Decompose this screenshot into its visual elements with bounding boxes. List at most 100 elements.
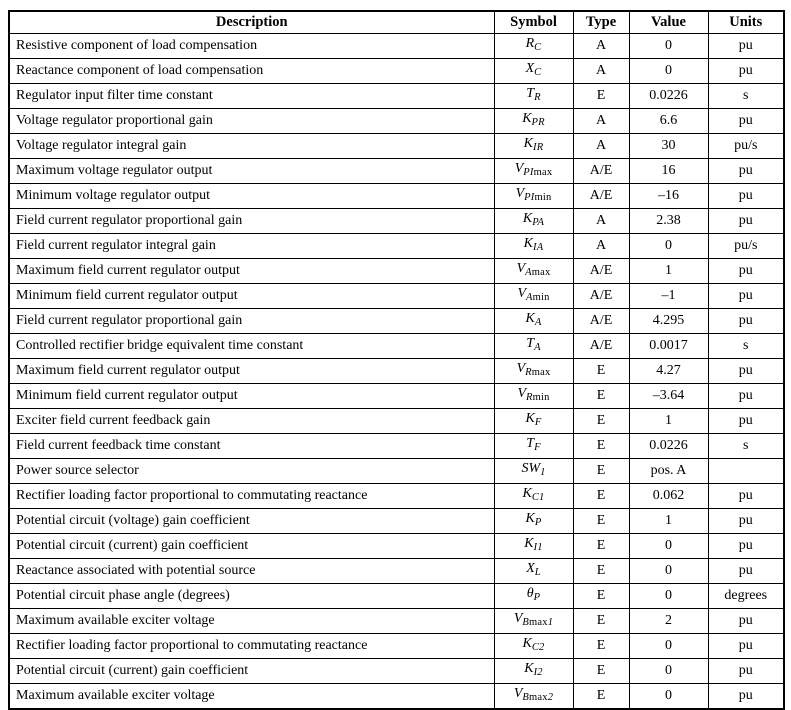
symbol-base: V [517,385,526,401]
type-cell: E [572,532,630,559]
table-body: Resistive component of load compensation… [8,32,785,710]
table-row: Minimum field current regulator output V… [8,382,785,409]
description-cell: Rectifier loading factor proportional to… [8,632,495,659]
units-cell: s [707,82,785,109]
symbol-base: X [526,560,535,576]
symbol-base: V [513,685,523,701]
table-row: Potential circuit (voltage) gain coeffic… [8,507,785,534]
table-row: Voltage regulator proportional gain KPR … [8,107,785,134]
description-cell: Field current regulator integral gain [8,232,495,259]
header-row: Description Symbol Type Value Units [8,10,785,34]
symbol-cell: KIR [493,132,574,159]
type-cell: A [572,232,630,259]
symbol-cell: TA [493,332,574,359]
value-cell: pos. A [628,457,709,484]
symbol-base: K [525,410,535,426]
table-row: Field current regulator proportional gai… [8,307,785,334]
value-cell: 0 [628,657,709,684]
table-row: Potential circuit (current) gain coeffic… [8,532,785,559]
symbol-cell: KP [493,507,574,534]
type-cell: E [572,82,630,109]
value-cell: 0 [628,57,709,84]
value-cell: 0.0017 [628,332,709,359]
symbol-subscript: 1 [540,466,546,478]
units-cell: pu [707,557,785,584]
description-cell: Maximum available exciter voltage [8,607,495,634]
symbol-base: K [522,485,532,501]
type-cell: E [572,582,630,609]
units-cell: pu [707,307,785,334]
value-cell: 0.0226 [628,82,709,109]
type-cell: E [572,482,630,509]
column-header-type: Type [572,10,630,34]
symbol-subscript: C [534,41,542,53]
symbol-subscript: L [534,566,541,578]
symbol-base: V [517,285,526,301]
symbol-cell: KI1 [493,532,574,559]
symbol-base: K [522,635,532,651]
units-cell [707,457,785,484]
units-cell: pu [707,32,785,59]
value-cell: –1 [628,282,709,309]
symbol-subscript: B [522,691,530,703]
symbol-cell: KA [493,307,574,334]
units-cell: pu [707,282,785,309]
units-cell: pu [707,257,785,284]
symbol-subscript: R [534,91,541,103]
symbol-base: X [525,60,535,76]
value-cell: –16 [628,182,709,209]
description-cell: Field current regulator proportional gai… [8,207,495,234]
description-cell: Power source selector [8,457,495,484]
description-cell: Rectifier loading factor proportional to… [8,482,495,509]
symbol-cell: VPImax [493,157,574,184]
symbol-cell: XL [493,557,574,584]
symbol-subscript: max [529,691,548,703]
symbol-base: V [513,610,523,626]
symbol-subscript: C1 [531,491,545,503]
table-row: Reactance component of load compensation… [8,57,785,84]
symbol-base: V [514,160,524,176]
description-cell: Voltage regulator proportional gain [8,107,495,134]
symbol-subscript: IA [533,241,544,253]
units-cell: pu [707,207,785,234]
symbol-subscript: max [529,616,548,628]
table-row: Resistive component of load compensation… [8,32,785,59]
value-cell: 4.27 [628,357,709,384]
symbol-base: K [525,310,535,326]
symbol-base: K [523,135,534,151]
column-header-description: Description [8,10,495,34]
symbol-cell: VRmin [493,382,574,409]
symbol-cell: VBmax1 [493,607,574,634]
type-cell: A/E [572,157,630,184]
description-cell: Maximum field current regulator output [8,357,495,384]
value-cell: 0 [628,32,709,59]
value-cell: 1 [628,407,709,434]
column-header-symbol: Symbol [493,10,574,34]
type-cell: A/E [572,257,630,284]
description-cell: Field current feedback time constant [8,432,495,459]
symbol-cell: TF [493,432,574,459]
value-cell: 0 [628,682,709,710]
symbol-subscript: I1 [533,541,543,553]
symbol-subscript: F [534,416,542,428]
description-cell: Potential circuit (voltage) gain coeffic… [8,507,495,534]
type-cell: A [572,107,630,134]
column-header-units: Units [707,10,785,34]
symbol-subscript: C [534,66,542,78]
units-cell: s [707,432,785,459]
units-cell: pu [707,682,785,710]
type-cell: E [572,657,630,684]
symbol-base: T [526,435,535,451]
type-cell: E [572,407,630,434]
type-cell: E [572,557,630,584]
table-row: Voltage regulator integral gain KIR A 30… [8,132,785,159]
symbol-base: V [516,360,526,376]
symbol-subscript: 1 [547,616,554,628]
symbol-subscript: PR [531,116,545,128]
description-cell: Reactance associated with potential sour… [8,557,495,584]
table-row: Potential circuit phase angle (degrees) … [8,582,785,609]
units-cell: pu [707,632,785,659]
symbol-cell: SW1 [493,457,574,484]
description-cell: Minimum voltage regulator output [8,182,495,209]
table-row: Potential circuit (current) gain coeffic… [8,657,785,684]
